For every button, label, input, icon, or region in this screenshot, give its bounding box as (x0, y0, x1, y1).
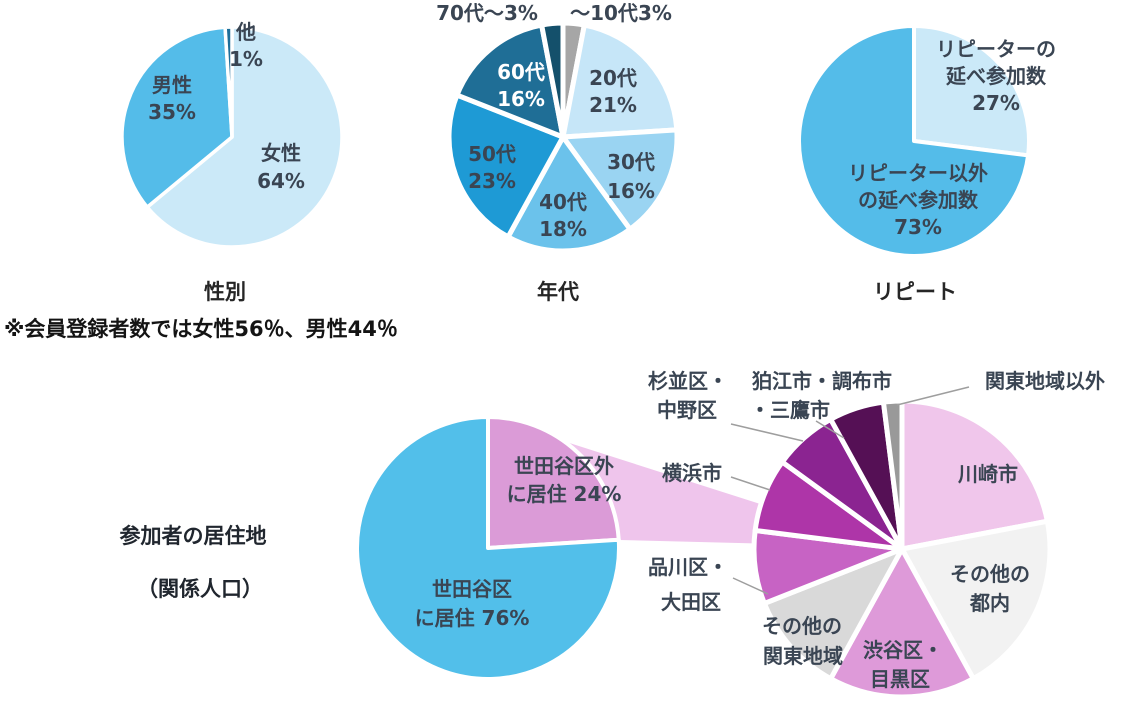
label-60s: 60代 16% (497, 60, 545, 111)
title-gender: 性別 (204, 280, 246, 304)
label-suginami-line2: 中野区 (657, 398, 717, 422)
pie-slice-女性 (145, 25, 344, 249)
pie-slice-リピーター以外の延べ参加数 (797, 24, 1031, 258)
leader-yokohama (730, 476, 771, 491)
pie-slice-その他の都内 (899, 518, 1053, 682)
label-outside-setagaya: 世田谷区外 に居住 24% (506, 454, 622, 506)
label-non-repeaters: リピーター以外 の延べ参加数 73% (848, 161, 988, 239)
label-50s: 50代 23% (468, 142, 516, 193)
residence-title-line2: （関係人口） (137, 577, 263, 601)
label-40s: 40代 18% (539, 190, 587, 241)
label-shibuya-line1: 渋谷区・ (863, 638, 943, 662)
label-in-setagaya: 世田谷区 に居住 76% (414, 577, 530, 630)
pie-slice-リピーターの延べ参加数 (912, 24, 1031, 158)
pie-slice-70代～ (539, 20, 566, 140)
pie-slice-男性 (120, 25, 234, 209)
title-age: 年代 (537, 280, 579, 304)
pie-age (446, 20, 680, 254)
label-male: 男性 35% (148, 73, 196, 124)
label-shibuya-line2: 目黒区 (870, 667, 930, 691)
label-20s: 20代 21% (589, 66, 637, 117)
membership-note: ※会員登録者数では女性56％、男性44％ (4, 317, 398, 341)
residence-title-line1: 参加者の居住地 (119, 524, 267, 548)
pie-gender (120, 25, 344, 249)
label-other-kanto-line1: その他の (762, 614, 842, 638)
pie-slice-世田谷区外に居住 (486, 415, 621, 550)
pie-slice-60代 (454, 22, 566, 140)
label-other-tokyo: その他の 都内 (950, 562, 1030, 615)
leader-kanto-igai (896, 386, 970, 406)
pie-slice-50代 (446, 92, 566, 240)
label-komae-line2: ・三鷹市 (750, 398, 830, 422)
label-shinagawa-line1: 品川区・ (648, 555, 728, 579)
label-komae-line1: 狛江市・調布市 (752, 369, 892, 393)
label-other: 他 1% (229, 20, 263, 71)
pie-slice-20代 (560, 22, 680, 140)
label-repeaters: リピーターの 延べ参加数 27% (936, 37, 1056, 115)
label-outside-kanto: 関東地域以外 (985, 369, 1105, 393)
label-kawasaki: 川崎市 (958, 462, 1018, 486)
pie-residence-breakdown (751, 398, 1053, 700)
leader-shinagawa (732, 577, 769, 595)
pie-slice-40代 (505, 134, 633, 254)
label-suginami-line1: 杉並区・ (648, 369, 728, 393)
label-30s: 30代 16% (607, 150, 655, 203)
label-yokohama: 横浜市 (662, 461, 722, 485)
leader-komae (815, 420, 845, 439)
label-female: 女性 64% (257, 141, 305, 193)
pie-repeat (797, 24, 1031, 258)
title-repeat: リピート (873, 280, 957, 304)
pie-slice-関東地域以外 (880, 398, 905, 552)
pie-residence (355, 415, 621, 681)
pie-slice-川崎市 (899, 398, 1050, 552)
leader-suginami (730, 423, 804, 442)
pie-slice-その他の関東地域 (761, 546, 905, 682)
label-70s: 70代～3% (436, 1, 538, 25)
label-other-kanto-line2: 関東地域 (763, 644, 843, 668)
leader-lines (730, 386, 970, 595)
label-under10s: ～10代3% (570, 1, 672, 25)
pie-slice-他 (223, 25, 234, 139)
pie-slice-渋谷区・目黒区 (828, 546, 976, 700)
pie-slice-世田谷区に居住 (355, 415, 621, 681)
label-shinagawa-line2: 大田区 (661, 590, 721, 614)
pie-slice-30代 (560, 127, 680, 232)
